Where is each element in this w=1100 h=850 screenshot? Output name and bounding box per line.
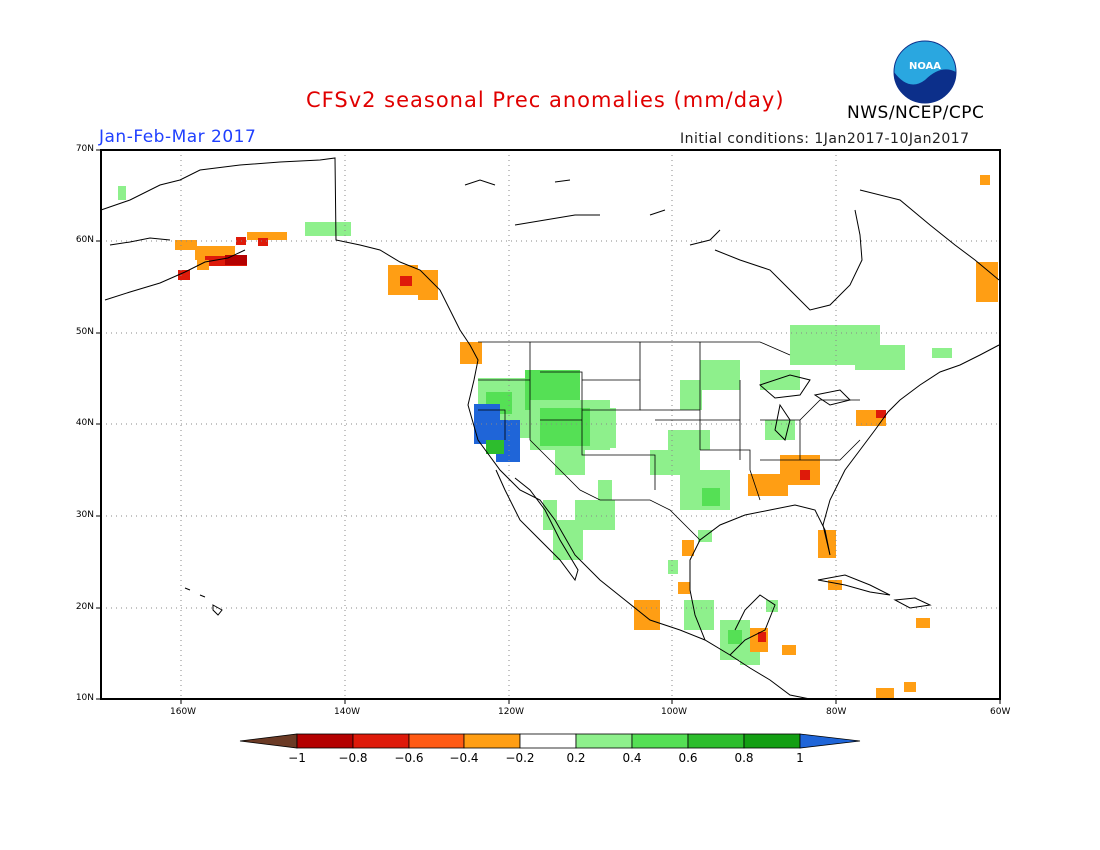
lat-label: 50N [75,327,94,337]
political-boundaries [478,341,861,541]
colorbar-label: 0.2 [566,751,586,765]
lon-label: 100W [661,707,688,717]
colorbar-high-arrow [799,733,861,749]
map-title: CFSv2 seasonal Prec anomalies (mm/day) [306,88,785,112]
lat-label: 40N [75,418,94,428]
colorbar-label: −1 [288,751,306,765]
colorbar-label: 0.4 [622,751,642,765]
anomaly-cells [118,175,998,698]
colorbar [239,733,861,749]
colorbar-swatch [296,733,354,749]
logo-text: NOAA [909,61,941,72]
lon-label: 120W [498,707,525,717]
coastlines [100,157,1000,700]
colorbar-swatch [631,733,689,749]
colorbar-label: 1 [796,751,804,765]
colorbar-label: −0.8 [338,751,368,765]
colorbar-label: 0.6 [678,751,698,765]
colorbar-label: −0.4 [449,751,479,765]
lat-label: 30N [75,510,94,520]
initial-conditions-label: Initial conditions: 1Jan2017-10Jan2017 [680,131,970,147]
lat-label: 20N [75,602,94,612]
lat-label: 70N [75,144,94,154]
tick-marks [96,149,1001,704]
lon-label: 140W [334,707,361,717]
lon-label: 160W [170,707,197,717]
colorbar-low-arrow [239,733,298,749]
colorbar-label: −0.6 [394,751,424,765]
season-label: Jan-Feb-Mar 2017 [99,127,257,147]
colorbar-swatch [463,733,521,749]
agency-label: NWS/NCEP/CPC [847,103,985,123]
colorbar-swatch [519,733,577,749]
colorbar-swatch [743,733,801,749]
noaa-logo: NOAA [893,40,957,104]
lon-label: 60W [990,707,1011,717]
colorbar-swatch [687,733,745,749]
colorbar-swatch [352,733,410,749]
colorbar-label: −0.2 [505,751,535,765]
colorbar-swatch [575,733,633,749]
lat-label: 10N [75,693,94,703]
lon-label: 80W [826,707,847,717]
colorbar-swatch [408,733,465,749]
colorbar-label: 0.8 [734,751,754,765]
lat-label: 60N [75,235,94,245]
